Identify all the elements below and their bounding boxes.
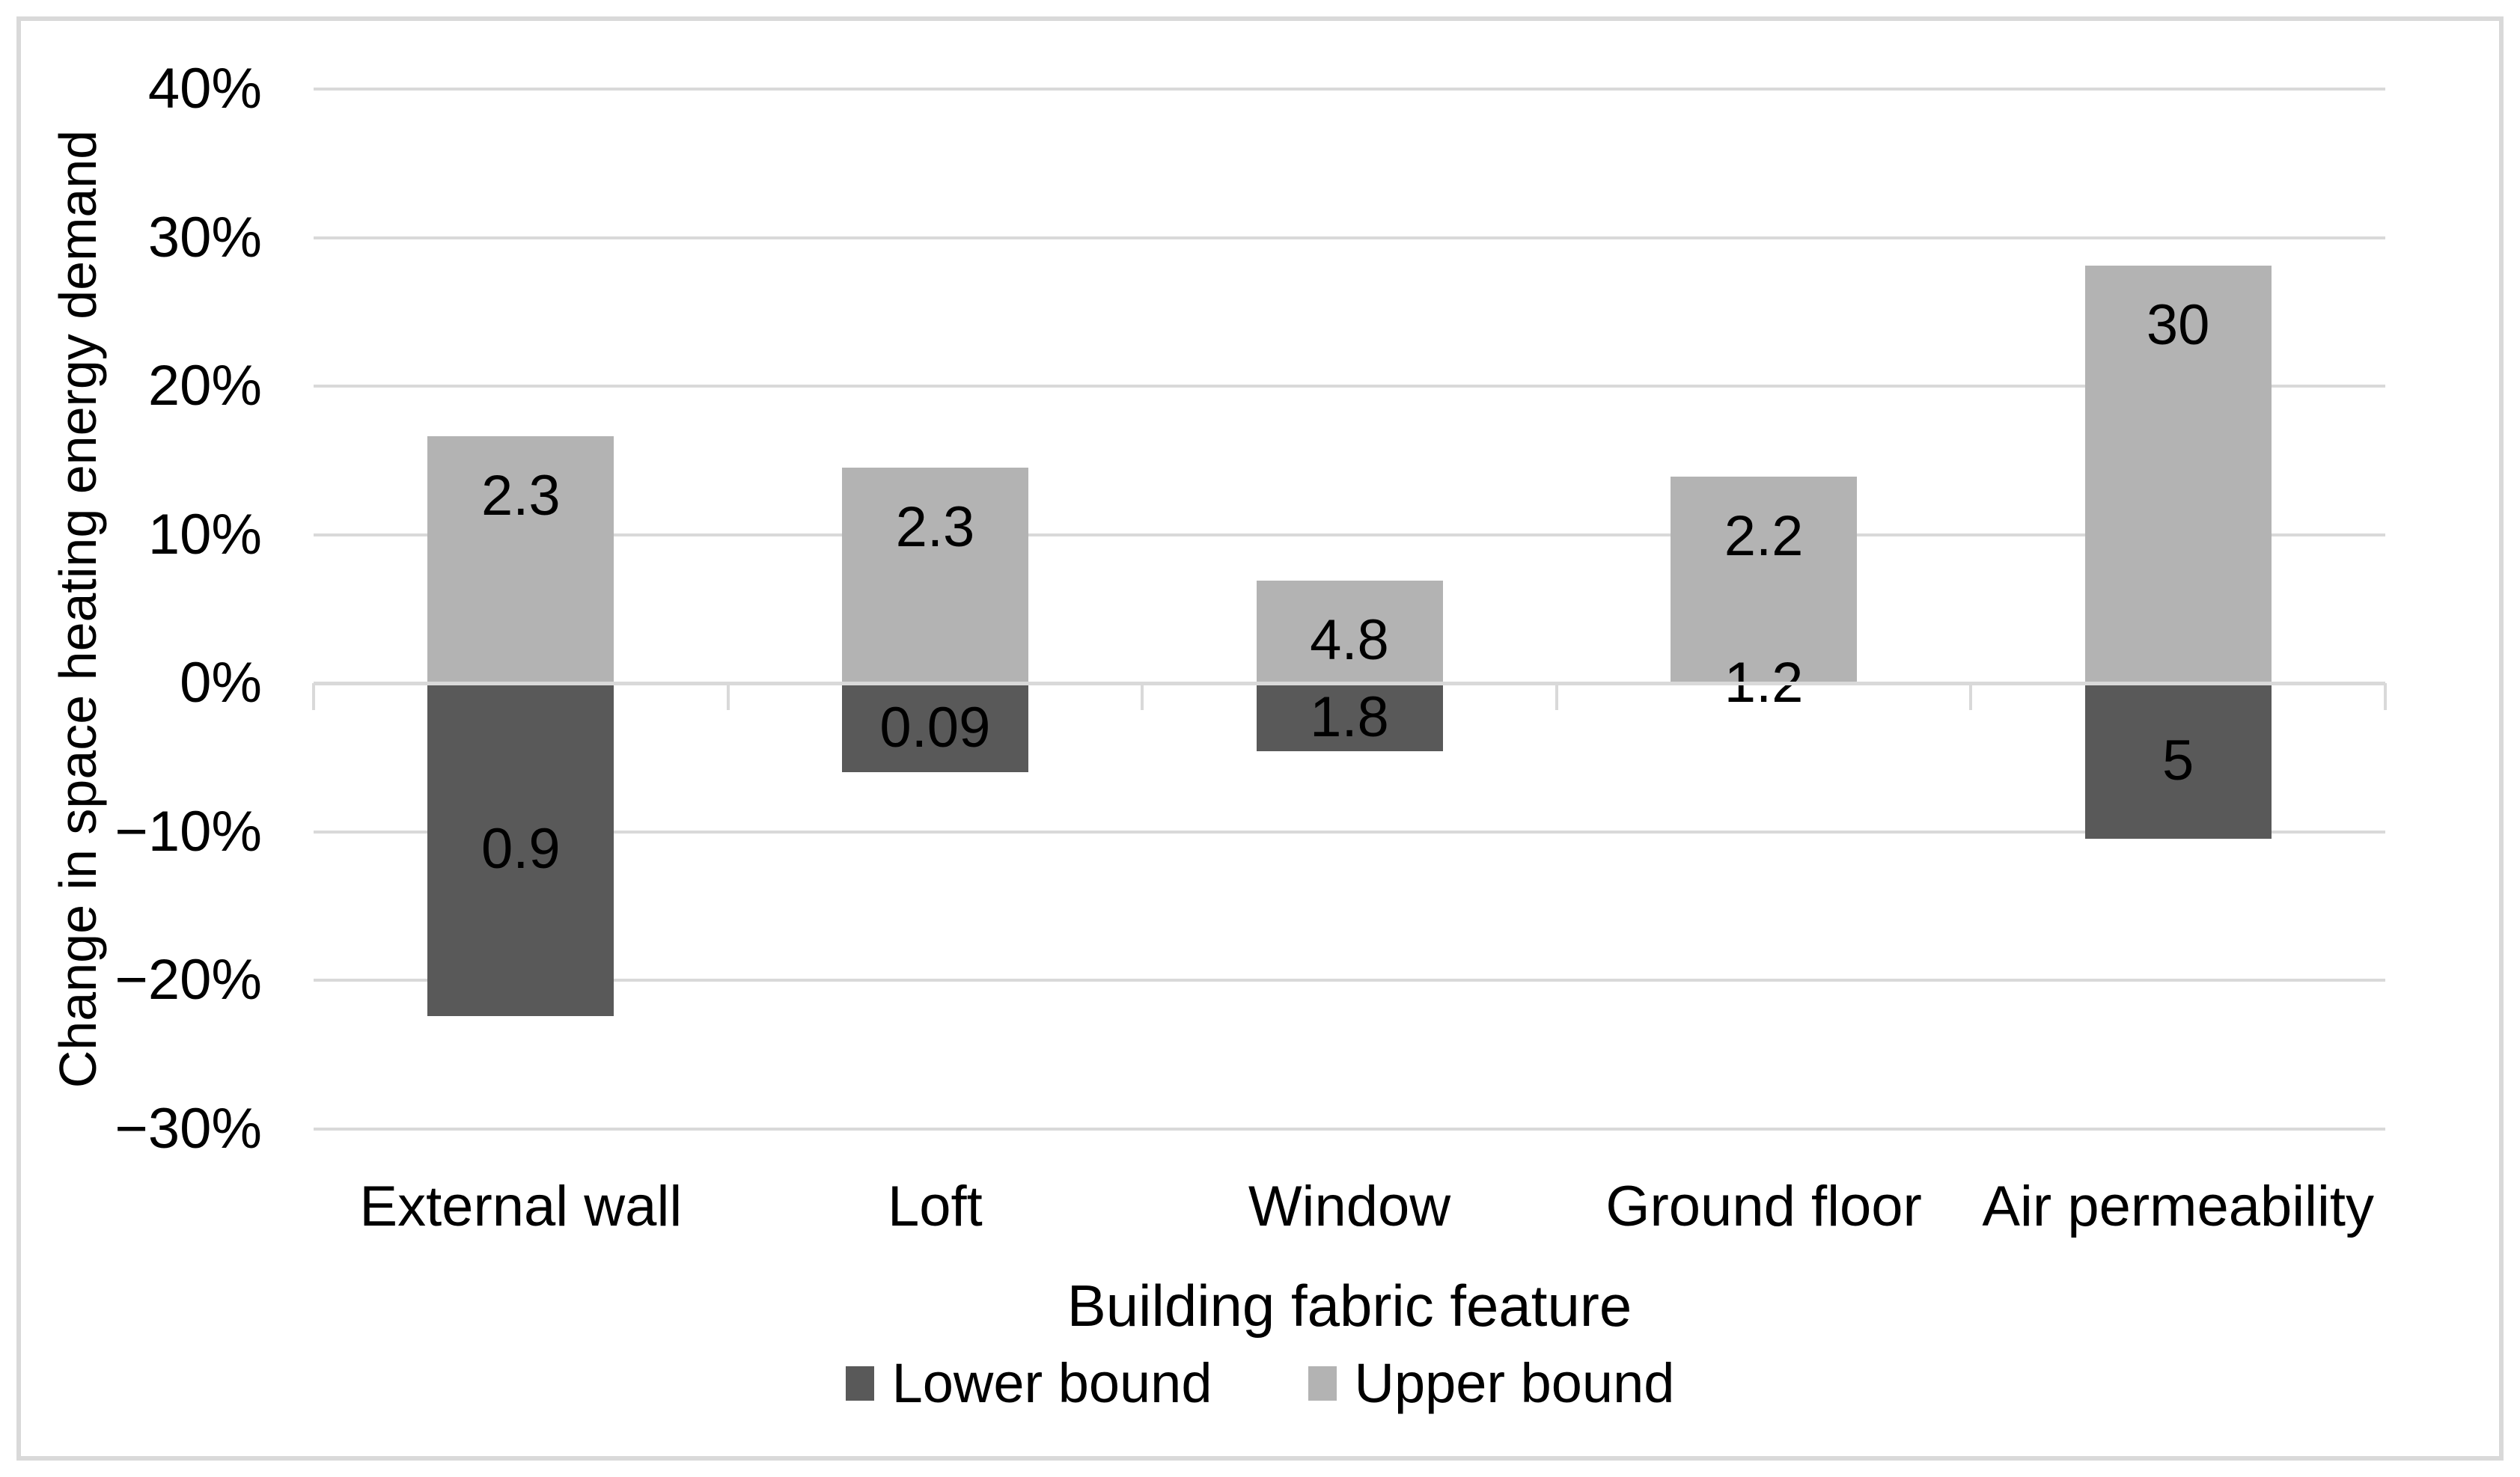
axis-tick-mark bbox=[1969, 683, 1973, 710]
lower-bound-bar-air-permeability: 5 bbox=[2084, 683, 2272, 840]
gridline bbox=[314, 979, 2385, 982]
category-label-ground-floor: Ground floor bbox=[1605, 1175, 1922, 1238]
axis-tick-mark bbox=[1141, 683, 1144, 710]
lower-bound-bar-external-wall: 0.9 bbox=[427, 683, 614, 1016]
y-tick-label: 20% bbox=[147, 354, 262, 418]
y-tick-label: 10% bbox=[147, 502, 262, 566]
data-label-lower-air-permeability: 5 bbox=[2162, 729, 2194, 793]
gridline bbox=[314, 88, 2385, 91]
y-tick-label: 30% bbox=[147, 205, 262, 269]
lower-bound-bar-window: 1.8 bbox=[1256, 683, 1443, 752]
legend-swatch-lower-bound-icon bbox=[845, 1366, 874, 1401]
data-label-lower-window: 1.8 bbox=[1310, 685, 1389, 749]
upper-bound-bar-external-wall: 2.3 bbox=[427, 436, 614, 683]
x-axis-title: Building fabric feature bbox=[1067, 1273, 1632, 1339]
axis-tick-mark bbox=[1555, 683, 1558, 710]
legend-item-upper-bound: Upper bound bbox=[1308, 1352, 1675, 1414]
data-label-upper-loft: 2.3 bbox=[895, 495, 975, 560]
y-tick-label: −10% bbox=[115, 799, 263, 863]
upper-bound-bar-window: 4.8 bbox=[1256, 581, 1443, 683]
axis-tick-mark bbox=[2384, 683, 2387, 710]
category-label-window: Window bbox=[1248, 1175, 1451, 1238]
category-label-air-permeability: Air permeability bbox=[1982, 1175, 2375, 1238]
data-label-lower-loft: 0.09 bbox=[879, 695, 991, 759]
legend-swatch-upper-bound-icon bbox=[1308, 1366, 1337, 1401]
data-label-upper-air-permeability: 30 bbox=[2146, 293, 2210, 358]
upper-bound-bar-loft: 2.3 bbox=[841, 468, 1028, 683]
y-tick-label: 40% bbox=[147, 57, 262, 120]
upper-bound-bar-ground-floor: 2.2 bbox=[1671, 477, 1858, 683]
y-axis-title: Change in space heating energy demand bbox=[49, 129, 107, 1089]
gridline bbox=[314, 1127, 2385, 1131]
gridline bbox=[314, 385, 2385, 388]
legend-label-upper-bound: Upper bound bbox=[1354, 1352, 1675, 1414]
gridline bbox=[314, 533, 2385, 536]
legend: Lower bound Upper bound bbox=[16, 1348, 2504, 1419]
data-label-upper-external-wall: 2.3 bbox=[480, 464, 561, 528]
upper-bound-bar-air-permeability: 30 bbox=[2084, 266, 2272, 683]
gridline bbox=[314, 236, 2385, 239]
category-label-external-wall: External wall bbox=[359, 1175, 683, 1238]
category-label-loft: Loft bbox=[888, 1175, 983, 1238]
x-axis-line bbox=[314, 682, 2385, 685]
data-label-lower-external-wall: 0.9 bbox=[480, 817, 561, 881]
data-label-upper-ground-floor: 2.2 bbox=[1724, 504, 1804, 569]
axis-tick-mark bbox=[726, 683, 730, 710]
gridline bbox=[314, 830, 2385, 834]
legend-label-lower-bound: Lower bound bbox=[891, 1352, 1212, 1414]
legend-item-lower-bound: Lower bound bbox=[845, 1352, 1212, 1414]
y-tick-label: −30% bbox=[115, 1096, 263, 1160]
data-label-upper-window: 4.8 bbox=[1310, 608, 1389, 673]
y-tick-label: 0% bbox=[180, 651, 262, 715]
lower-bound-bar-loft: 0.09 bbox=[841, 683, 1028, 773]
chart-border-frame bbox=[16, 16, 2504, 1461]
axis-tick-mark bbox=[312, 683, 315, 710]
y-tick-label: −20% bbox=[115, 948, 263, 1012]
